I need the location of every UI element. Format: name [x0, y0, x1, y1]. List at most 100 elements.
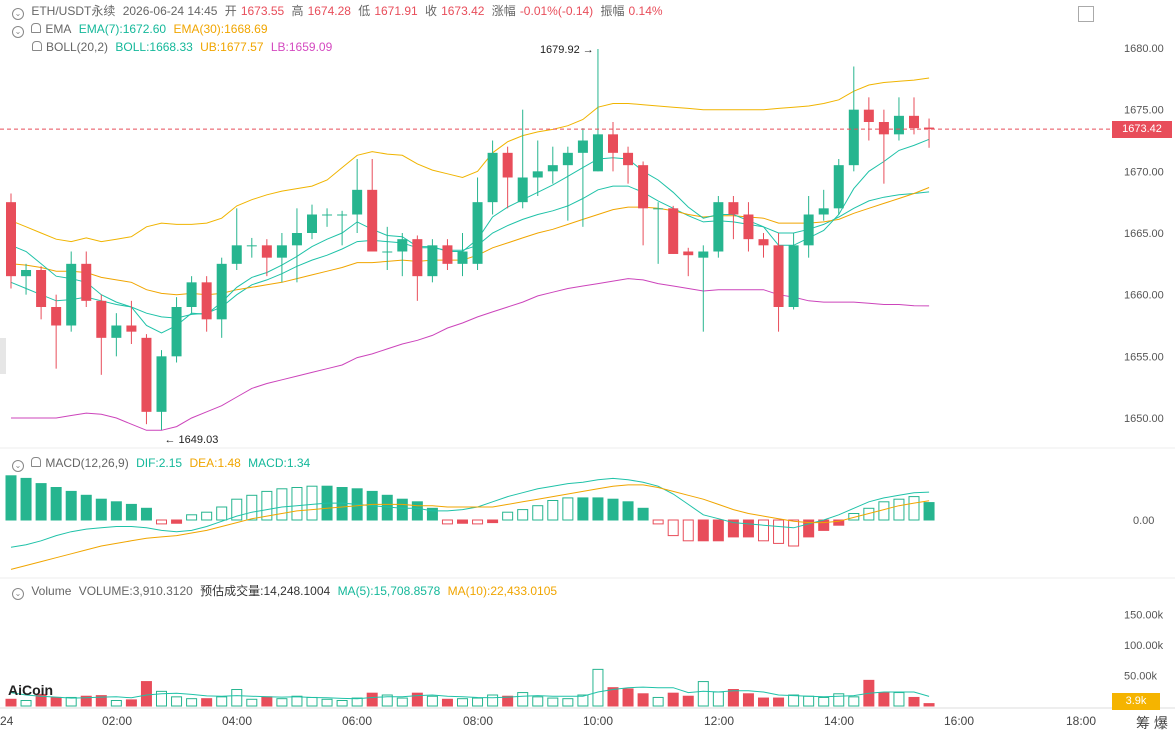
volume-bar: [411, 692, 423, 707]
volume-bar: [156, 690, 167, 707]
volume-bar: [441, 698, 453, 707]
collapse-icon[interactable]: ⌄: [12, 588, 24, 600]
volume-bar: [818, 696, 830, 707]
candle-body: [803, 214, 814, 246]
volume-bar: [622, 688, 634, 707]
volume-bar: [607, 687, 619, 707]
volume-bar: [758, 697, 769, 707]
time-tick-label: 02:00: [102, 714, 132, 728]
macd-tick-label: 0.00: [1133, 515, 1154, 527]
collapse-icon[interactable]: ⌄: [12, 460, 24, 472]
candle-body: [818, 208, 829, 215]
price-tick-label: 1680.00: [1124, 43, 1164, 55]
macd-bar: [742, 519, 754, 538]
bell-icon[interactable]: [31, 457, 42, 467]
candle-body: [893, 115, 904, 135]
candle-body: [51, 307, 62, 326]
macd-bar: [110, 501, 122, 521]
candle-body: [532, 171, 543, 178]
bell-icon[interactable]: [31, 23, 42, 33]
candle-body: [608, 134, 618, 153]
macd-bar: [652, 519, 664, 525]
macd-bar: [577, 497, 589, 521]
candle-body: [397, 239, 408, 252]
candle-body: [728, 202, 739, 215]
volume-bar: [923, 703, 935, 707]
candle-body: [111, 325, 122, 338]
candle-body: [171, 307, 182, 357]
candle-body: [156, 356, 167, 412]
volume-bar: [472, 697, 484, 707]
volume-bar: [682, 695, 694, 707]
bell-icon[interactable]: [32, 41, 42, 51]
symbol-label[interactable]: ETH/USDT永续: [31, 4, 116, 18]
macd-bar: [50, 487, 62, 521]
macd-bar: [712, 519, 724, 542]
volume-label[interactable]: Volume: [31, 584, 72, 598]
macd-bar: [592, 497, 604, 521]
macd-dif-value: DIF:2.15: [136, 456, 183, 470]
volume-bar: [667, 692, 679, 707]
ema7-value: EMA(7):1672.60: [78, 22, 167, 36]
macd-bar: [20, 477, 32, 521]
candle-body: [352, 189, 363, 215]
candle-body: [502, 152, 513, 178]
macd-bar: [502, 511, 514, 521]
macd-bar: [291, 487, 303, 521]
macd-bar: [667, 519, 679, 537]
change-value: -0.01%(-0.14): [519, 4, 594, 18]
macd-bar: [697, 519, 709, 542]
vol-ma5-line: [10, 686, 930, 700]
macd-bar: [562, 497, 574, 521]
candle-body: [261, 245, 272, 258]
boll-label[interactable]: BOLL(20,2): [46, 40, 109, 54]
collapse-icon[interactable]: ⌄: [12, 26, 24, 38]
macd-bar: [622, 501, 634, 521]
macd-dea-line: [10, 484, 930, 570]
ema-legend: ⌄ EMA EMA(7):1672.60 EMA(30):1668.69: [12, 22, 272, 38]
volume-bar: [532, 696, 544, 707]
volume-bar: [20, 700, 32, 707]
candle-body: [909, 115, 919, 129]
candle-body: [36, 270, 47, 307]
volume-bar: [637, 693, 649, 707]
macd-bar: [396, 498, 408, 521]
ema7-line: [10, 138, 930, 334]
macd-bar: [5, 475, 17, 521]
volume-tick-label: 100.00k: [1124, 640, 1164, 652]
volume-bar: [276, 698, 288, 707]
current-price-tag: 1673.42: [1112, 121, 1172, 138]
macd-dif-line: [10, 477, 930, 548]
price-tick-label: 1670.00: [1124, 166, 1164, 178]
close-label: 收: [425, 4, 438, 18]
macd-bar: [186, 514, 198, 521]
candle-body: [81, 263, 92, 301]
low-label: 低: [358, 4, 371, 18]
price-tick-label: 1650.00: [1124, 413, 1164, 425]
macd-bar: [773, 519, 785, 544]
scroll-handle[interactable]: [0, 338, 6, 374]
corner-icons[interactable]: 筹 爆: [1136, 715, 1168, 731]
macd-value: MACD:1.34: [248, 456, 311, 470]
volume-bar: [893, 692, 905, 707]
collapse-icon[interactable]: ⌄: [12, 8, 24, 20]
candle-body: [668, 208, 679, 254]
candle-body: [743, 214, 754, 240]
volume-bar: [201, 698, 213, 707]
ema-label[interactable]: EMA: [45, 22, 72, 36]
macd-bar: [441, 519, 453, 525]
time-tick-label: 12:00: [704, 714, 734, 728]
macd-bar: [893, 498, 905, 521]
macd-bar: [246, 494, 258, 521]
macd-bar: [125, 503, 137, 521]
macd-label[interactable]: MACD(12,26,9): [45, 456, 129, 470]
candle-body: [683, 251, 694, 256]
candle-body: [577, 140, 588, 153]
candle-body: [698, 251, 709, 258]
candle-body: [66, 263, 77, 326]
volume-bar: [426, 695, 438, 707]
fullscreen-icon[interactable]: [1078, 6, 1094, 22]
candle-body: [878, 122, 889, 135]
